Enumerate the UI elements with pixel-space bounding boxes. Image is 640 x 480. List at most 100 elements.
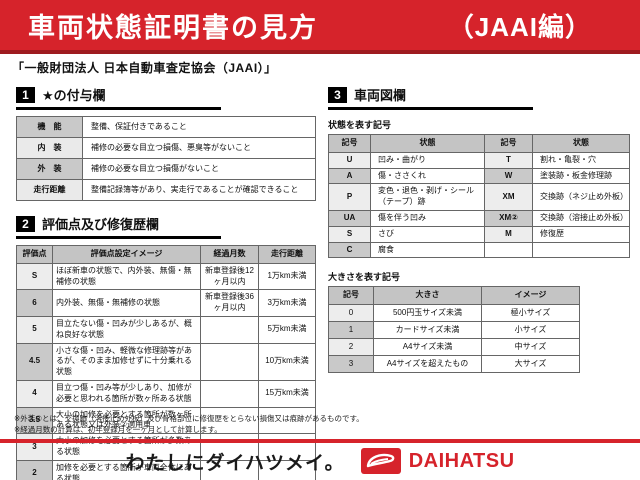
column-header: イメージ bbox=[481, 286, 580, 306]
table-header-row: 記号 状態 記号 状態 bbox=[328, 134, 630, 153]
table-row: S さび M 修復歴 bbox=[328, 225, 630, 243]
table-cell: 変色・退色・剥げ・シール（テープ）跡 bbox=[370, 183, 485, 211]
d-wing-icon bbox=[366, 453, 395, 468]
table-cell bbox=[258, 459, 316, 480]
table-cell: 5万km未満 bbox=[258, 315, 316, 344]
table-row: 走行距離 整備記録簿等があり、実走行であることが確認できること bbox=[16, 179, 316, 201]
table-cell bbox=[484, 241, 533, 259]
condition-symbols-table: 記号 状態 記号 状態 U 凹み・曲がり T 割れ・亀裂・穴 A 傷・ささくれ W 塗装跡・板… bbox=[328, 134, 630, 259]
table-cell: 3万km未満 bbox=[258, 289, 316, 317]
column-header: 記号 bbox=[328, 134, 371, 153]
table-cell: 0 bbox=[328, 304, 374, 323]
header-banner: 車両状態証明書の見方 （JAAI編） bbox=[0, 0, 640, 54]
table-cell: 内 装 bbox=[16, 137, 83, 159]
column-header: 評価点設定イメージ bbox=[52, 245, 201, 264]
table-row: 4.5 小さな傷・凹み、軽微な修理跡等があるが、そのまま加修せずに十分乗れる状態 1… bbox=[16, 342, 316, 381]
table-cell: 15万km未満 bbox=[258, 379, 316, 408]
daihatsu-slogan: わたしにダイハツメイ。 bbox=[125, 452, 345, 474]
table-header-row: 記号 大きさ イメージ bbox=[328, 286, 580, 306]
section-3-header: 3 車両図欄 bbox=[328, 85, 533, 110]
table-row: 2 A4サイズ未満 中サイズ bbox=[328, 338, 580, 357]
evaluation-points-table: 評価点 評価点設定イメージ 経過月数 走行距離 S ほぼ新車の状態で、内外装、無傷… bbox=[16, 245, 316, 480]
page-title-edition: （JAAI編） bbox=[447, 11, 592, 42]
table-cell: 2 bbox=[328, 338, 374, 357]
table-cell bbox=[532, 241, 630, 259]
table-cell: 1 bbox=[328, 321, 374, 340]
page-title: 車両状態証明書の見方 bbox=[28, 12, 318, 43]
column-header: 記号 bbox=[484, 134, 533, 153]
column-header: 状態 bbox=[370, 134, 485, 153]
column-header: 評価点 bbox=[16, 245, 53, 264]
table-cell: 補修の必要な目立つ損傷、悪臭等がないこと bbox=[82, 137, 316, 159]
table-cell: 整備、保証付きであること bbox=[82, 116, 316, 138]
table-row: 2 加修を必要とする箇所が車両全体にある状態 bbox=[16, 459, 316, 480]
column-header: 走行距離 bbox=[258, 245, 316, 264]
footnote-line: ※外装②とは、交換跡（溶接止め外板）及び骨格部位に修復歴をとらない損傷又は痕跡が… bbox=[14, 413, 364, 423]
table-cell: A4サイズ未満 bbox=[373, 338, 482, 357]
daihatsu-logo: DAIHATSU bbox=[360, 448, 515, 474]
table-cell: 内外装、無傷・無補修の状態 bbox=[52, 289, 201, 317]
table-cell: UA bbox=[328, 209, 371, 227]
table-cell: S bbox=[328, 225, 371, 243]
table-cell: W bbox=[484, 167, 533, 185]
table-cell: 新車登録後36ヶ月以内 bbox=[200, 289, 259, 317]
table-cell bbox=[200, 342, 259, 381]
table-cell: 塗装跡・板金修理跡 bbox=[532, 167, 630, 185]
daihatsu-d-mark-icon bbox=[360, 448, 401, 474]
column-header: 経過月数 bbox=[200, 245, 259, 264]
daihatsu-wordmark: DAIHATSU bbox=[408, 449, 515, 472]
table-row: 外 装補修の必要な目立つ損傷がないこと bbox=[16, 158, 316, 180]
table-cell: ほぼ新車の状態で、内外装、無傷・無補修の状態 bbox=[52, 262, 201, 291]
table-row: 内 装補修の必要な目立つ損傷、悪臭等がないこと bbox=[16, 137, 316, 159]
table-cell: 極小サイズ bbox=[481, 304, 580, 323]
table-row: 0 500円玉サイズ未満 極小サイズ bbox=[328, 304, 580, 323]
table-cell: 3 bbox=[328, 355, 374, 374]
table-cell: 500円玉サイズ未満 bbox=[373, 304, 482, 323]
organization-subtitle: 「一般財団法人 日本自動車査定協会（JAAI）」 bbox=[12, 61, 277, 75]
table-cell: C bbox=[328, 241, 371, 259]
table-cell: 修復歴 bbox=[532, 225, 630, 243]
star-criteria-table: 機 能整備、保証付きであること内 装補修の必要な目立つ損傷、悪臭等がないこと外 … bbox=[16, 116, 316, 201]
table-row: 機 能整備、保証付きであること bbox=[16, 116, 316, 138]
table-cell: 加修を必要とする箇所が車両全体にある状態 bbox=[52, 459, 201, 480]
table-cell: M bbox=[484, 225, 533, 243]
section-3-title: 車両図欄 bbox=[354, 88, 407, 103]
column-header: 状態 bbox=[532, 134, 630, 153]
table-cell: T bbox=[484, 151, 533, 169]
table-cell: 大サイズ bbox=[481, 355, 580, 374]
column-header: 大きさ bbox=[373, 286, 482, 306]
section-1-header: 1 ★の付与欄 bbox=[16, 85, 221, 110]
condition-symbols-label: 状態を表す記号 bbox=[328, 120, 392, 130]
footnotes: ※外装②とは、交換跡（溶接止め外板）及び骨格部位に修復歴をとらない損傷又は痕跡が… bbox=[14, 413, 364, 436]
table-cell: 走行距離 bbox=[16, 179, 83, 201]
table-cell: 大小の加修を必要とする箇所が数ヶ所ある状態又は外装②適用車 bbox=[52, 406, 201, 435]
section-2-number-badge: 2 bbox=[16, 215, 35, 232]
table-cell: 傷・ささくれ bbox=[370, 167, 485, 185]
column-header: 記号 bbox=[328, 286, 374, 306]
table-cell: 凹み・曲がり bbox=[370, 151, 485, 169]
table-cell: 割れ・亀裂・穴 bbox=[532, 151, 630, 169]
table-cell: S bbox=[16, 262, 53, 291]
table-cell: 新車登録後12ヶ月以内 bbox=[200, 262, 259, 291]
table-cell: 1万km未満 bbox=[258, 262, 316, 291]
table-cell: 2 bbox=[16, 459, 53, 480]
size-symbols-table: 記号 大きさ イメージ 0 500円玉サイズ未満 極小サイズ 1 カードサイズ未満 小サイ… bbox=[328, 286, 580, 374]
table-row: 4 目立つ傷・凹み等が少しあり、加修が必要と思われる箇所が数ヶ所ある状態 15万km… bbox=[16, 379, 316, 408]
section-2-title: 評価点及び修復歴欄 bbox=[42, 217, 160, 232]
size-symbols-label: 大きさを表す記号 bbox=[328, 272, 401, 283]
table-header-row: 評価点 評価点設定イメージ 経過月数 走行距離 bbox=[16, 245, 316, 264]
table-cell: 機 能 bbox=[16, 116, 83, 138]
section-2-header: 2 評価点及び修復歴欄 bbox=[16, 214, 221, 239]
section-1-number-badge: 1 bbox=[16, 86, 35, 103]
footer: わたしにダイハツメイ。 DAIHATSU bbox=[0, 444, 640, 478]
table-cell: 外 装 bbox=[16, 158, 83, 180]
table-cell: 目立つ傷・凹み等が少しあり、加修が必要と思われる箇所が数ヶ所ある状態 bbox=[52, 379, 201, 408]
table-row: 1 カードサイズ未満 小サイズ bbox=[328, 321, 580, 340]
table-cell: 小サイズ bbox=[481, 321, 580, 340]
left-column: 1 ★の付与欄 機 能整備、保証付きであること内 装補修の必要な目立つ損傷、悪臭… bbox=[16, 77, 316, 480]
table-cell: 傷を伴う凹み bbox=[370, 209, 485, 227]
table-cell: U bbox=[328, 151, 371, 169]
right-column: 3 車両図欄 状態を表す記号 記号 状態 記号 状態 U 凹み・曲がり T 割れ・亀裂… bbox=[328, 77, 632, 480]
table-cell: 小さな傷・凹み、軽微な修理跡等があるが、そのまま加修せずに十分乗れる状態 bbox=[52, 342, 201, 381]
